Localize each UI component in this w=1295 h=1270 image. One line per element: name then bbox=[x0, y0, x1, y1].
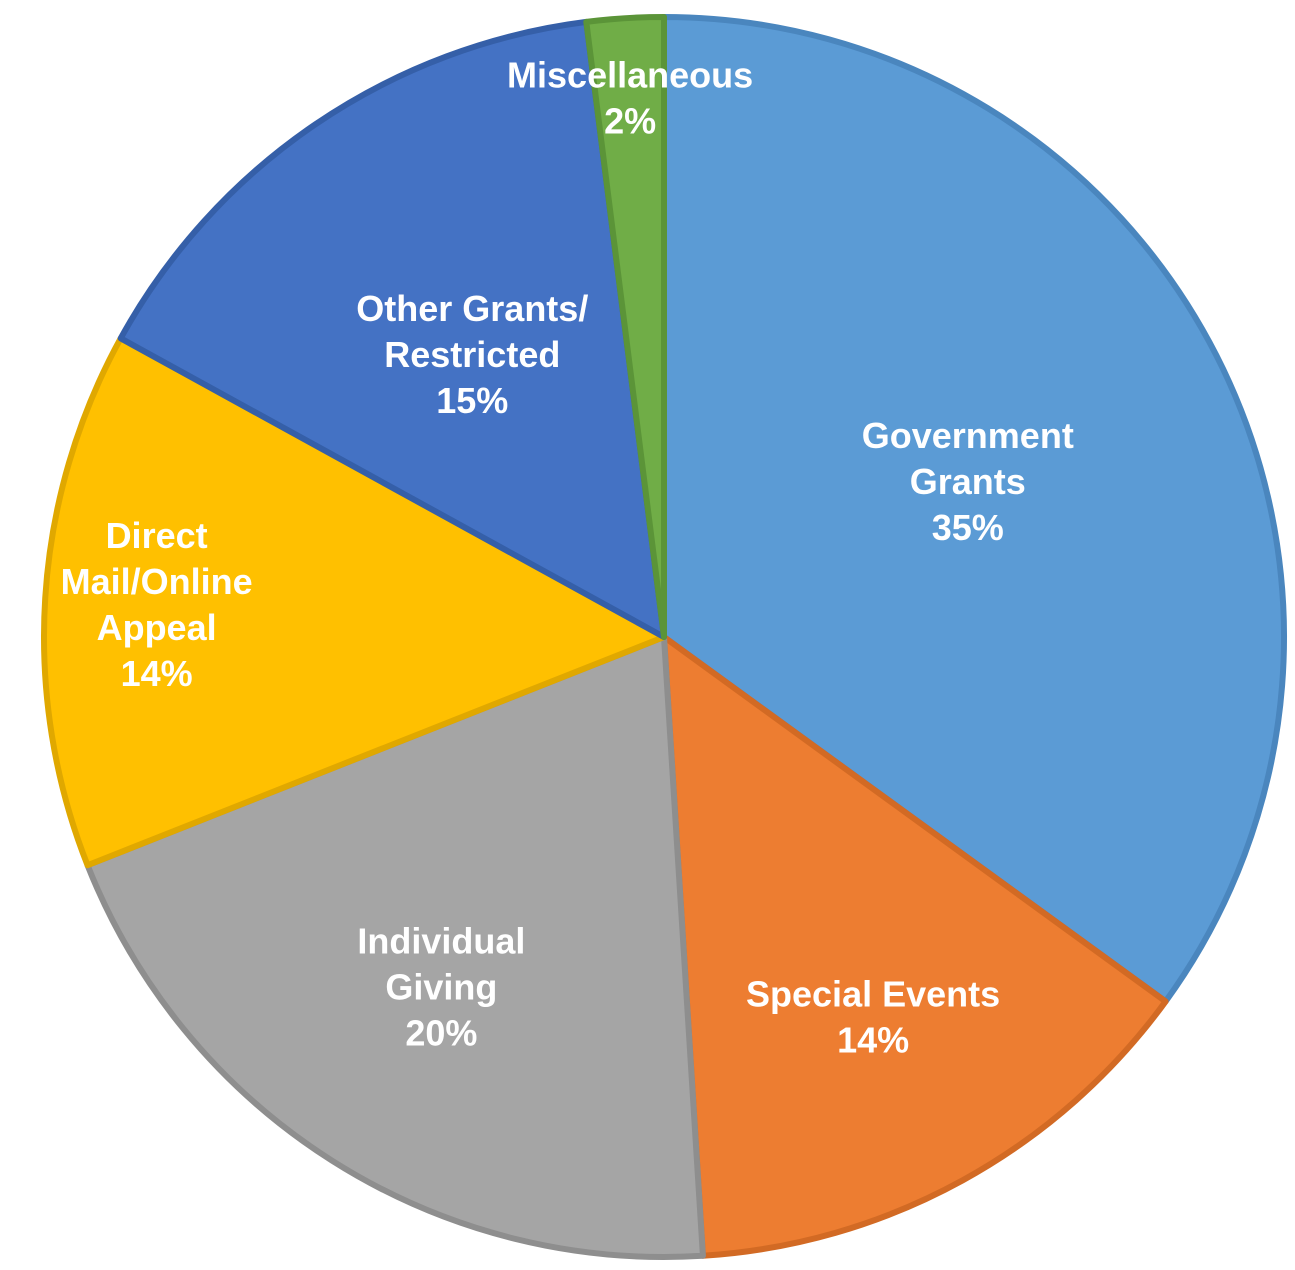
pie-slice-name-line: Other Grants/ bbox=[356, 288, 588, 329]
pie-slice-name-line: Individual bbox=[357, 921, 525, 962]
pie-slice-name-line: Government bbox=[862, 415, 1074, 456]
pie-slice-3 bbox=[41, 335, 667, 869]
pie-slice-name-line: Appeal bbox=[97, 607, 217, 648]
pie-slice-name-line: Restricted bbox=[384, 334, 560, 375]
pie-slice-name-line: Special Events bbox=[746, 973, 1000, 1014]
pie-slice-percent: 2% bbox=[604, 101, 656, 142]
pie-slice-0 bbox=[661, 14, 1287, 1005]
pie-slices bbox=[41, 14, 1287, 1260]
pie-slice-name-line: Grants bbox=[910, 461, 1026, 502]
pie-labels: Government Grants 35% Special Events 14% Indi… bbox=[61, 55, 1074, 1061]
pie-slice-2 bbox=[84, 634, 706, 1260]
pie-slice-label-2: Individual Giving 20% bbox=[357, 921, 525, 1054]
pie-slice-label-3: Direct Mail/Online Appeal 14% bbox=[61, 515, 253, 694]
pie-slice-1 bbox=[661, 634, 1169, 1259]
pie-slice-name-line: Miscellaneous bbox=[507, 55, 753, 96]
pie-slice-percent: 20% bbox=[405, 1013, 477, 1054]
pie-slice-5 bbox=[583, 14, 667, 640]
pie-slice-percent: 14% bbox=[121, 653, 193, 694]
pie-slice-name-line: Direct bbox=[106, 515, 208, 556]
pie-slice-percent: 35% bbox=[932, 507, 1004, 548]
pie-slice-label-5: Miscellaneous 2% bbox=[507, 55, 753, 142]
pie-slice-4 bbox=[117, 18, 667, 640]
pie-slice-name-line: Mail/Online bbox=[61, 561, 253, 602]
pie-slice-name-line: Giving bbox=[385, 967, 497, 1008]
pie-slice-percent: 14% bbox=[837, 1019, 909, 1060]
pie-slice-percent: 15% bbox=[436, 380, 508, 421]
pie-slice-label-4: Other Grants/Restricted 15% bbox=[356, 288, 588, 421]
pie-slice-label-1: Special Events 14% bbox=[746, 973, 1000, 1060]
pie-slice-label-0: Government Grants 35% bbox=[862, 415, 1074, 548]
